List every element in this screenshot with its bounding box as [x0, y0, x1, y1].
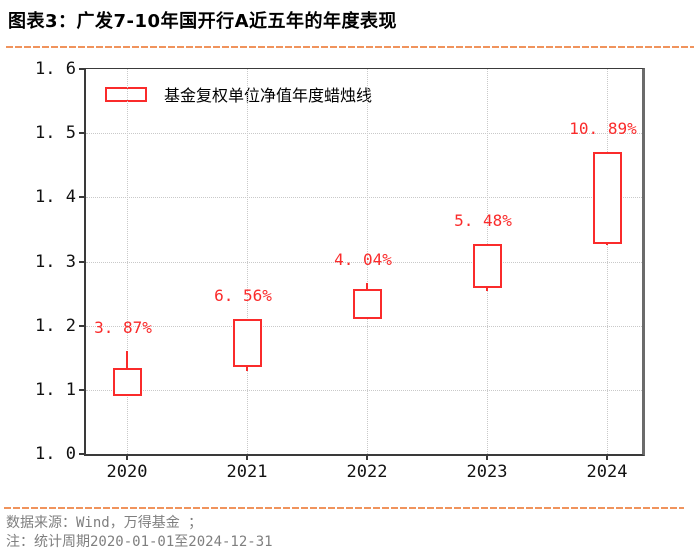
title-divider: [6, 46, 694, 48]
footer-source: 数据来源：Wind，万得基金 ；: [6, 515, 203, 531]
candle-body-2023: [473, 243, 502, 289]
y-axis-tick-label: 1. 5: [35, 123, 76, 144]
y-axis-tick-label: 1. 3: [35, 251, 76, 272]
x-gridline: [367, 69, 368, 454]
y-axis-tick-label: 1. 1: [35, 379, 76, 400]
y-axis-tick-label: 1. 2: [35, 315, 76, 336]
legend: 基金复权单位净值年度蜡烛线: [105, 82, 372, 106]
x-tick-mark: [126, 455, 128, 460]
y-gridline: [86, 261, 642, 263]
chart-title: 图表3：广发7-10年国开行A近五年的年度表现: [8, 11, 397, 32]
y-gridline: [86, 133, 642, 135]
y-gridline: [86, 325, 642, 327]
x-axis-tick-label: 2022: [346, 462, 388, 482]
x-axis-tick-label: 2024: [586, 462, 628, 482]
y-tick-mark: [79, 196, 85, 199]
return-label-2024: 10. 89%: [569, 119, 637, 139]
y-tick-mark: [79, 453, 85, 455]
plot-area: 基金复权单位净值年度蜡烛线 3. 87% 6. 56% 4. 04% 5. 48% 10…: [84, 68, 645, 456]
x-axis-tick-label: 2021: [226, 462, 268, 482]
x-gridline: [607, 69, 608, 454]
y-gridline: [86, 389, 642, 391]
return-label-2022: 4. 04%: [334, 250, 392, 270]
legend-label: 基金复权单位净值年度蜡烛线: [164, 86, 373, 105]
y-gridline: [86, 197, 642, 199]
candle-body-2020: [113, 368, 142, 397]
y-axis-tick-label: 1. 0: [35, 444, 76, 464]
y-tick-mark: [79, 388, 85, 391]
x-axis-tick-label: 2020: [106, 462, 148, 482]
y-axis-tick-label: 1. 6: [35, 59, 76, 79]
x-tick-mark: [246, 455, 248, 460]
x-tick-mark: [486, 455, 488, 460]
x-gridline: [247, 69, 248, 454]
legend-candle-swatch: [105, 86, 147, 102]
y-axis-tick-label: 1. 4: [35, 187, 76, 208]
return-label-2023: 5. 48%: [454, 210, 512, 230]
footer-divider: [4, 507, 684, 509]
y-tick-mark: [79, 132, 85, 135]
candle-body-2022: [353, 289, 382, 320]
y-tick-mark: [79, 260, 85, 263]
y-tick-mark: [79, 68, 85, 70]
x-gridline: [127, 69, 128, 454]
x-tick-mark: [606, 455, 608, 460]
candle-body-2021: [233, 319, 262, 368]
x-tick-mark: [366, 455, 368, 460]
candle-body-2024: [593, 152, 622, 244]
return-label-2020: 3. 87%: [94, 317, 152, 337]
x-axis-tick-label: 2023: [466, 462, 508, 482]
y-tick-mark: [79, 324, 85, 327]
footer-note: 注：统计周期2020-01-01至2024-12-31: [6, 534, 273, 550]
return-label-2021: 6. 56%: [214, 286, 272, 306]
